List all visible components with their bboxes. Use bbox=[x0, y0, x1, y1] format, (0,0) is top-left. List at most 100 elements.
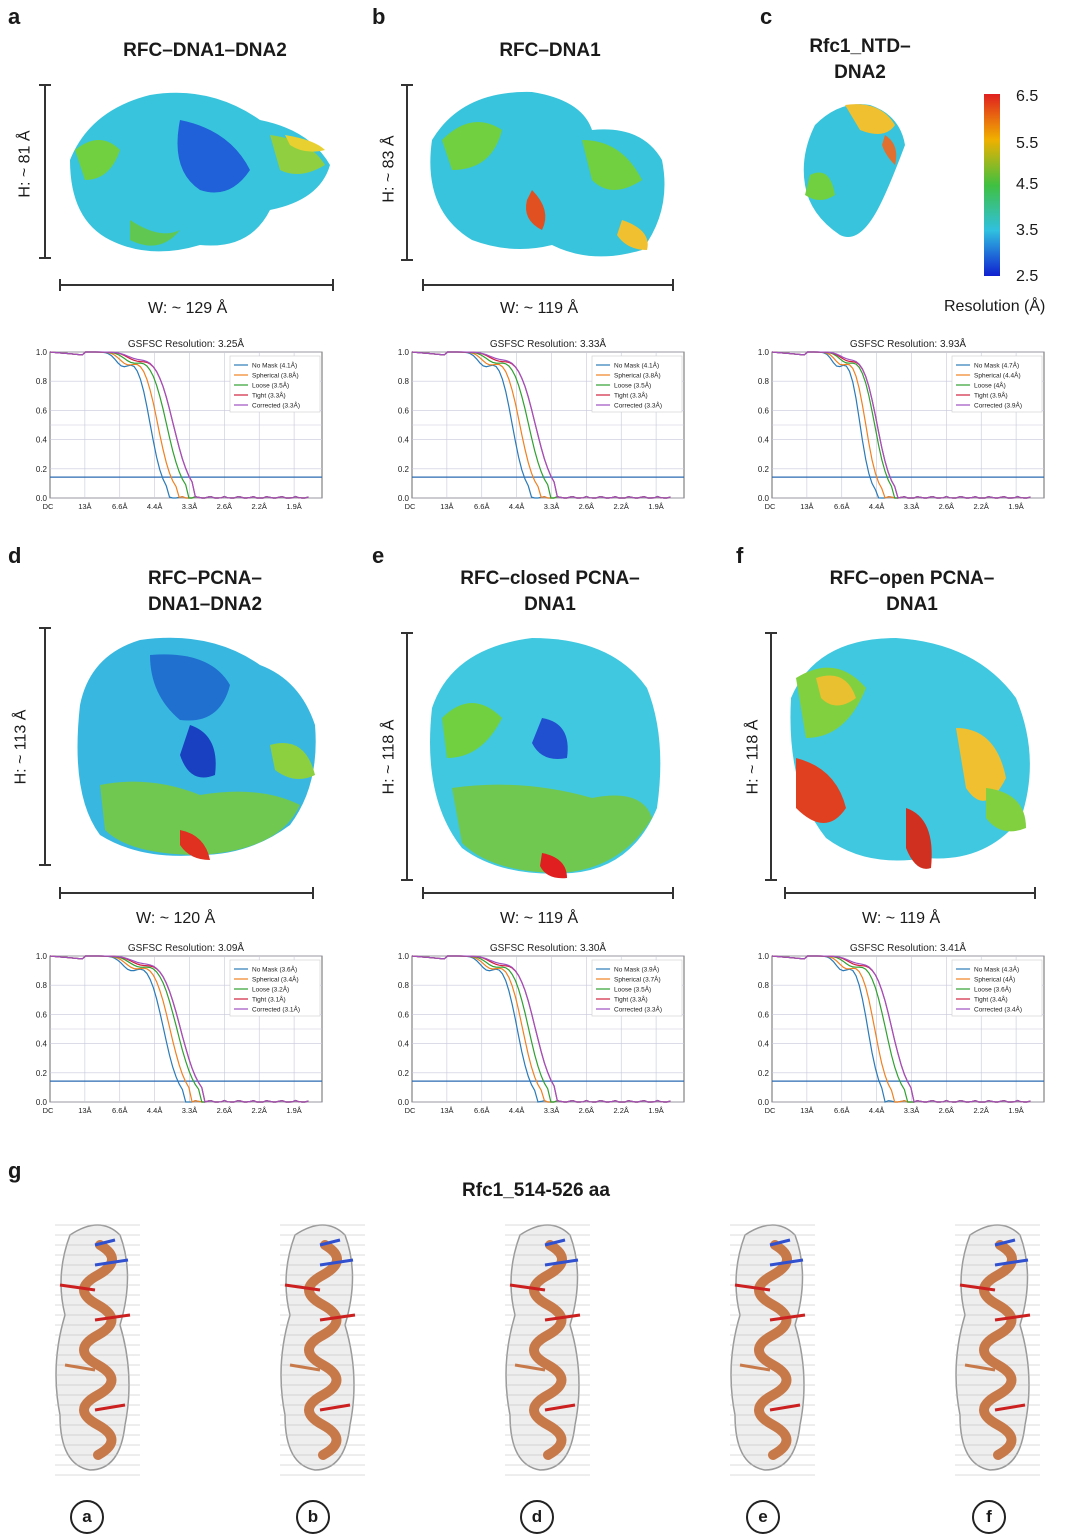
helix-ribbon bbox=[754, 1240, 792, 1460]
panel-letter-b: b bbox=[372, 4, 386, 29]
helix-density-d bbox=[505, 1224, 590, 1476]
fsc-xtick-label: 2.2Å bbox=[974, 502, 989, 511]
panel-letter-a: a bbox=[8, 4, 21, 29]
fsc-xtick-label: DC bbox=[765, 502, 776, 511]
fsc-chart-d: GSFSC Resolution: 3.09Å 1.0 0.8 0.6 0.4 0.2 0.… bbox=[28, 940, 328, 1120]
fsc-title: GSFSC Resolution: 3.09Å bbox=[128, 941, 244, 954]
fsc-xtick-label: 1.9Å bbox=[286, 502, 301, 511]
panel-letter-f: f bbox=[736, 543, 744, 568]
fsc-legend-label: Loose (3.6Å) bbox=[974, 985, 1011, 994]
helix-label-a: a bbox=[70, 1500, 104, 1534]
fsc-legend-label: Corrected (3.3Å) bbox=[614, 401, 662, 410]
panel-title-f: RFC–open PCNA– DNA1 bbox=[792, 566, 1032, 618]
fsc-xtick-label: 2.2Å bbox=[614, 502, 629, 511]
helix-density-a bbox=[55, 1224, 140, 1476]
panel-title-d-line2: DNA1–DNA2 bbox=[147, 594, 263, 615]
fsc-legend-label: No Mask (4.1Å) bbox=[252, 361, 297, 370]
fsc-ytick-label: 0.6 bbox=[758, 1010, 770, 1019]
fsc-ytick-label: 0.2 bbox=[36, 465, 48, 474]
density-map-f bbox=[765, 632, 1030, 881]
fsc-svg: GSFSC Resolution: 3.09Å 1.0 0.8 0.6 0.4 0.2 0.… bbox=[36, 941, 323, 1115]
side-chain bbox=[64, 1363, 96, 1372]
width-label-b: W: ~ 119 Å bbox=[500, 300, 579, 317]
fsc-xtick-label: 3.3Å bbox=[904, 1106, 919, 1115]
panel-letter-e: e bbox=[372, 543, 385, 568]
fsc-xtick-label: 4.4Å bbox=[509, 502, 524, 511]
fsc-series-line bbox=[771, 351, 1031, 499]
fsc-ytick-label: 0.0 bbox=[36, 1098, 48, 1107]
fsc-ytick-label: 0.8 bbox=[398, 981, 410, 990]
side-chain bbox=[319, 1238, 341, 1247]
panel-title-d: RFC–PCNA– DNA1–DNA2 bbox=[85, 566, 325, 618]
fsc-xtick-label: 6.6Å bbox=[834, 1106, 849, 1115]
colorbar-tick-0: 6.5 bbox=[1016, 88, 1039, 105]
fsc-title: GSFSC Resolution: 3.25Å bbox=[128, 337, 244, 350]
fsc-legend-label: Spherical (3.4Å) bbox=[252, 975, 299, 984]
fsc-xtick-label: 6.6Å bbox=[834, 502, 849, 511]
panel-letter-c: c bbox=[760, 4, 773, 29]
helix-ribbon bbox=[79, 1240, 117, 1460]
panel-letter-d: d bbox=[8, 543, 22, 568]
side-chain bbox=[994, 1258, 1029, 1267]
side-chain bbox=[994, 1238, 1016, 1247]
fsc-legend-label: Spherical (3.7Å) bbox=[614, 975, 661, 984]
fsc-ytick-label: 0.2 bbox=[398, 1069, 410, 1078]
helix-density-e bbox=[730, 1224, 815, 1476]
fsc-legend-label: Loose (4Å) bbox=[974, 381, 1006, 390]
side-chain bbox=[544, 1238, 566, 1247]
panel-title-a: RFC–DNA1–DNA2 bbox=[123, 40, 287, 61]
helix-label-d: d bbox=[520, 1500, 554, 1534]
fsc-xtick-label: 2.6Å bbox=[579, 1106, 594, 1115]
fsc-xtick-label: 6.6Å bbox=[474, 1106, 489, 1115]
fsc-ytick-label: 0.2 bbox=[758, 465, 770, 474]
fsc-legend-label: No Mask (3.6Å) bbox=[252, 965, 297, 974]
fsc-chart-e: GSFSC Resolution: 3.30Å 1.0 0.8 0.6 0.4 0.2 0.… bbox=[390, 940, 690, 1120]
fsc-series-line bbox=[411, 351, 671, 499]
helix-label-b: b bbox=[296, 1500, 330, 1534]
density-map-d bbox=[39, 627, 316, 866]
width-bar-b bbox=[422, 279, 674, 291]
helix-density-b bbox=[280, 1224, 365, 1476]
fsc-legend-label: No Mask (3.9Å) bbox=[614, 965, 659, 974]
fsc-ytick-label: 0.8 bbox=[36, 981, 48, 990]
fsc-xtick-label: 3.3Å bbox=[182, 1106, 197, 1115]
panel-title-g: Rfc1_514-526 aa bbox=[462, 1180, 610, 1201]
fsc-series-line bbox=[771, 955, 1031, 1103]
fsc-ytick-label: 0.4 bbox=[398, 1040, 410, 1049]
fsc-xtick-label: 2.2Å bbox=[252, 1106, 267, 1115]
side-chain bbox=[544, 1258, 579, 1267]
side-chain bbox=[319, 1403, 351, 1412]
side-chain bbox=[94, 1258, 129, 1267]
side-chain bbox=[739, 1363, 771, 1372]
width-label-e: W: ~ 119 Å bbox=[500, 910, 579, 927]
fsc-xtick-label: DC bbox=[765, 1106, 776, 1115]
width-bar-e bbox=[422, 887, 674, 899]
fsc-xtick-label: 6.6Å bbox=[112, 502, 127, 511]
fsc-xtick-label: DC bbox=[43, 1106, 54, 1115]
fsc-ytick-label: 0.0 bbox=[758, 494, 770, 503]
panel-title-f-line1: RFC–open PCNA– bbox=[829, 568, 995, 589]
fsc-ytick-label: 0.2 bbox=[398, 465, 410, 474]
fsc-xtick-label: 4.4Å bbox=[869, 502, 884, 511]
fsc-legend-label: No Mask (4.7Å) bbox=[974, 361, 1019, 370]
fsc-svg: GSFSC Resolution: 3.93Å 1.0 0.8 0.6 0.4 0.2 0.… bbox=[758, 337, 1045, 511]
helix-label-f: f bbox=[972, 1500, 1006, 1534]
fsc-ytick-label: 1.0 bbox=[398, 952, 410, 961]
side-chain bbox=[59, 1283, 96, 1292]
panel-title-e: RFC–closed PCNA– DNA1 bbox=[430, 566, 670, 618]
height-label-a: H: ~ 81 Å bbox=[16, 130, 34, 198]
fsc-ytick-label: 0.2 bbox=[758, 1069, 770, 1078]
fsc-xtick-label: DC bbox=[43, 502, 54, 511]
fsc-ytick-label: 1.0 bbox=[398, 348, 410, 357]
fsc-xtick-label: 2.6Å bbox=[939, 502, 954, 511]
fsc-legend-label: Tight (3.1Å) bbox=[252, 995, 286, 1004]
density-map-b bbox=[401, 84, 665, 261]
fsc-ytick-label: 0.0 bbox=[398, 494, 410, 503]
panel-letter-g: g bbox=[8, 1158, 22, 1183]
fsc-xtick-label: 13Å bbox=[78, 502, 91, 511]
side-chain bbox=[734, 1283, 771, 1292]
fsc-legend-label: Corrected (3.3Å) bbox=[614, 1005, 662, 1014]
fsc-ytick-label: 0.4 bbox=[36, 436, 48, 445]
side-chain bbox=[769, 1258, 804, 1267]
fsc-ytick-label: 1.0 bbox=[36, 952, 48, 961]
